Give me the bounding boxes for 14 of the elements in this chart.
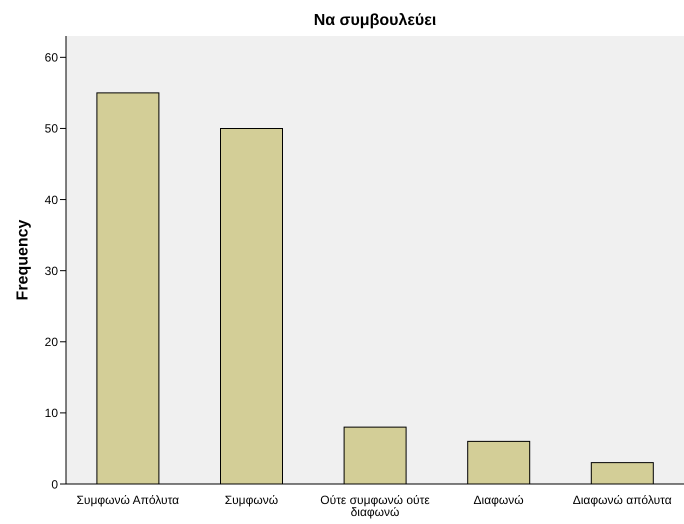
y-tick-label: 0 bbox=[51, 477, 58, 492]
x-tick-label: Ούτε συμφωνώ ούτε διαφωνώ bbox=[320, 493, 430, 519]
y-axis-title: Frequency bbox=[14, 219, 32, 300]
x-tick-label: Διαφωνώ απόλυτα bbox=[572, 493, 672, 507]
chart-title: Να συμβουλεύει bbox=[312, 12, 438, 30]
y-tick-label: 20 bbox=[44, 335, 58, 350]
y-tick-label: 10 bbox=[44, 406, 58, 420]
x-tick-label: Διαφωνώ bbox=[474, 493, 524, 507]
y-tick-label: 30 bbox=[44, 264, 58, 278]
y-tick-label: 40 bbox=[44, 192, 58, 207]
y-tick-label: 50 bbox=[44, 122, 58, 136]
x-tick-label: Συμφωνώ bbox=[224, 493, 278, 507]
x-tick-label: Συμφωνώ Απόλυτα bbox=[76, 493, 180, 507]
y-tick-label: 60 bbox=[44, 50, 58, 65]
